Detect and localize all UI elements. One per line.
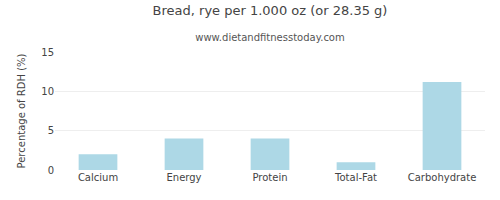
svg-text:Total-Fat: Total-Fat bbox=[334, 172, 377, 183]
svg-text:Energy: Energy bbox=[166, 172, 201, 183]
svg-text:15: 15 bbox=[41, 47, 54, 58]
svg-text:5: 5 bbox=[48, 125, 54, 136]
svg-text:Carbohydrate: Carbohydrate bbox=[408, 172, 477, 183]
svg-text:Protein: Protein bbox=[252, 172, 287, 183]
svg-text:Calcium: Calcium bbox=[78, 172, 118, 183]
svg-text:www.dietandfitnesstoday.com: www.dietandfitnesstoday.com bbox=[195, 32, 344, 43]
svg-text:Percentage of RDH (%): Percentage of RDH (%) bbox=[16, 53, 27, 168]
svg-text:10: 10 bbox=[41, 86, 54, 97]
svg-text:Bread, rye per 1.000 oz (or 28: Bread, rye per 1.000 oz (or 28.35 g) bbox=[153, 3, 388, 18]
svg-text:0: 0 bbox=[48, 165, 54, 176]
